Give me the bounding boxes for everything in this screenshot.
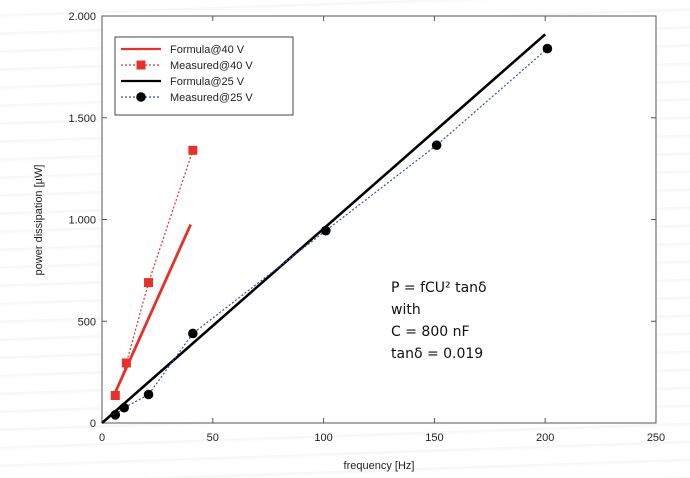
legend-label: Formula@25 V (170, 76, 245, 88)
formula-annotation: P = fCU² tanδ with C = 800 nF tanδ = 0.0… (391, 280, 487, 362)
x-tick-label: 0 (99, 432, 105, 444)
legend-label: Formula@40 V (170, 44, 245, 56)
series-measured-40-v (110, 145, 198, 401)
x-axis: 0 50 100 150 200 250 (99, 16, 665, 444)
legend-label: Measured@40 V (170, 60, 253, 72)
x-tick-label: 250 (647, 432, 665, 444)
x-tick-label: 100 (314, 432, 332, 444)
data-point (143, 389, 154, 400)
data-point (188, 145, 198, 155)
data-point (542, 43, 553, 54)
legend: Formula@40 V Measured@40 V Formula@25 V Mea… (114, 36, 294, 116)
x-tick-label: 200 (536, 432, 554, 444)
data-point (110, 410, 121, 420)
x-axis-label: frequency [Hz] (344, 460, 415, 472)
legend-marker (136, 60, 146, 70)
annotation-line-2: with (391, 302, 421, 318)
series-measured-25-v (110, 43, 553, 420)
y-tick-label: 1.000 (68, 215, 96, 227)
series-layer (101, 33, 553, 424)
data-point (321, 225, 331, 236)
data-point (431, 140, 442, 151)
annotation-line-1: P = fCU² tanδ (391, 280, 487, 296)
y-axis: 0 500 1.000 1.500 2.000 (68, 11, 656, 430)
y-tick-label: 1.500 (68, 113, 96, 125)
data-point (110, 391, 120, 401)
y-tick-label: 2.000 (68, 11, 96, 23)
x-tick-label: 50 (207, 432, 219, 444)
data-point (121, 358, 131, 368)
annotation-line-3: C = 800 nF (391, 324, 470, 340)
data-point (119, 402, 129, 413)
y-axis-label: power dissipation [µW] (33, 165, 45, 276)
series-line (114, 150, 194, 396)
y-tick-label: 0 (90, 418, 96, 430)
legend-marker (136, 92, 146, 102)
x-tick-label: 150 (425, 432, 443, 444)
annotation-line-4: tanδ = 0.019 (391, 346, 483, 362)
data-point (188, 328, 198, 339)
y-tick-label: 500 (78, 316, 96, 328)
data-point (144, 278, 154, 288)
legend-label: Measured@25 V (170, 92, 253, 104)
